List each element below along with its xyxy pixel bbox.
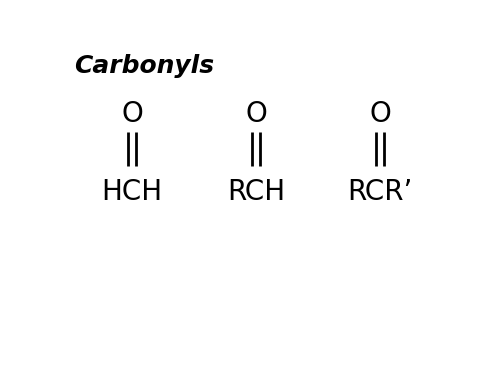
- Text: Carbonyls: Carbonyls: [74, 54, 214, 78]
- Text: O: O: [122, 100, 143, 128]
- Text: O: O: [246, 100, 267, 128]
- Text: RCH: RCH: [227, 178, 286, 206]
- Text: O: O: [370, 100, 391, 128]
- Text: RCR’: RCR’: [348, 178, 413, 206]
- Text: HCH: HCH: [102, 178, 163, 206]
